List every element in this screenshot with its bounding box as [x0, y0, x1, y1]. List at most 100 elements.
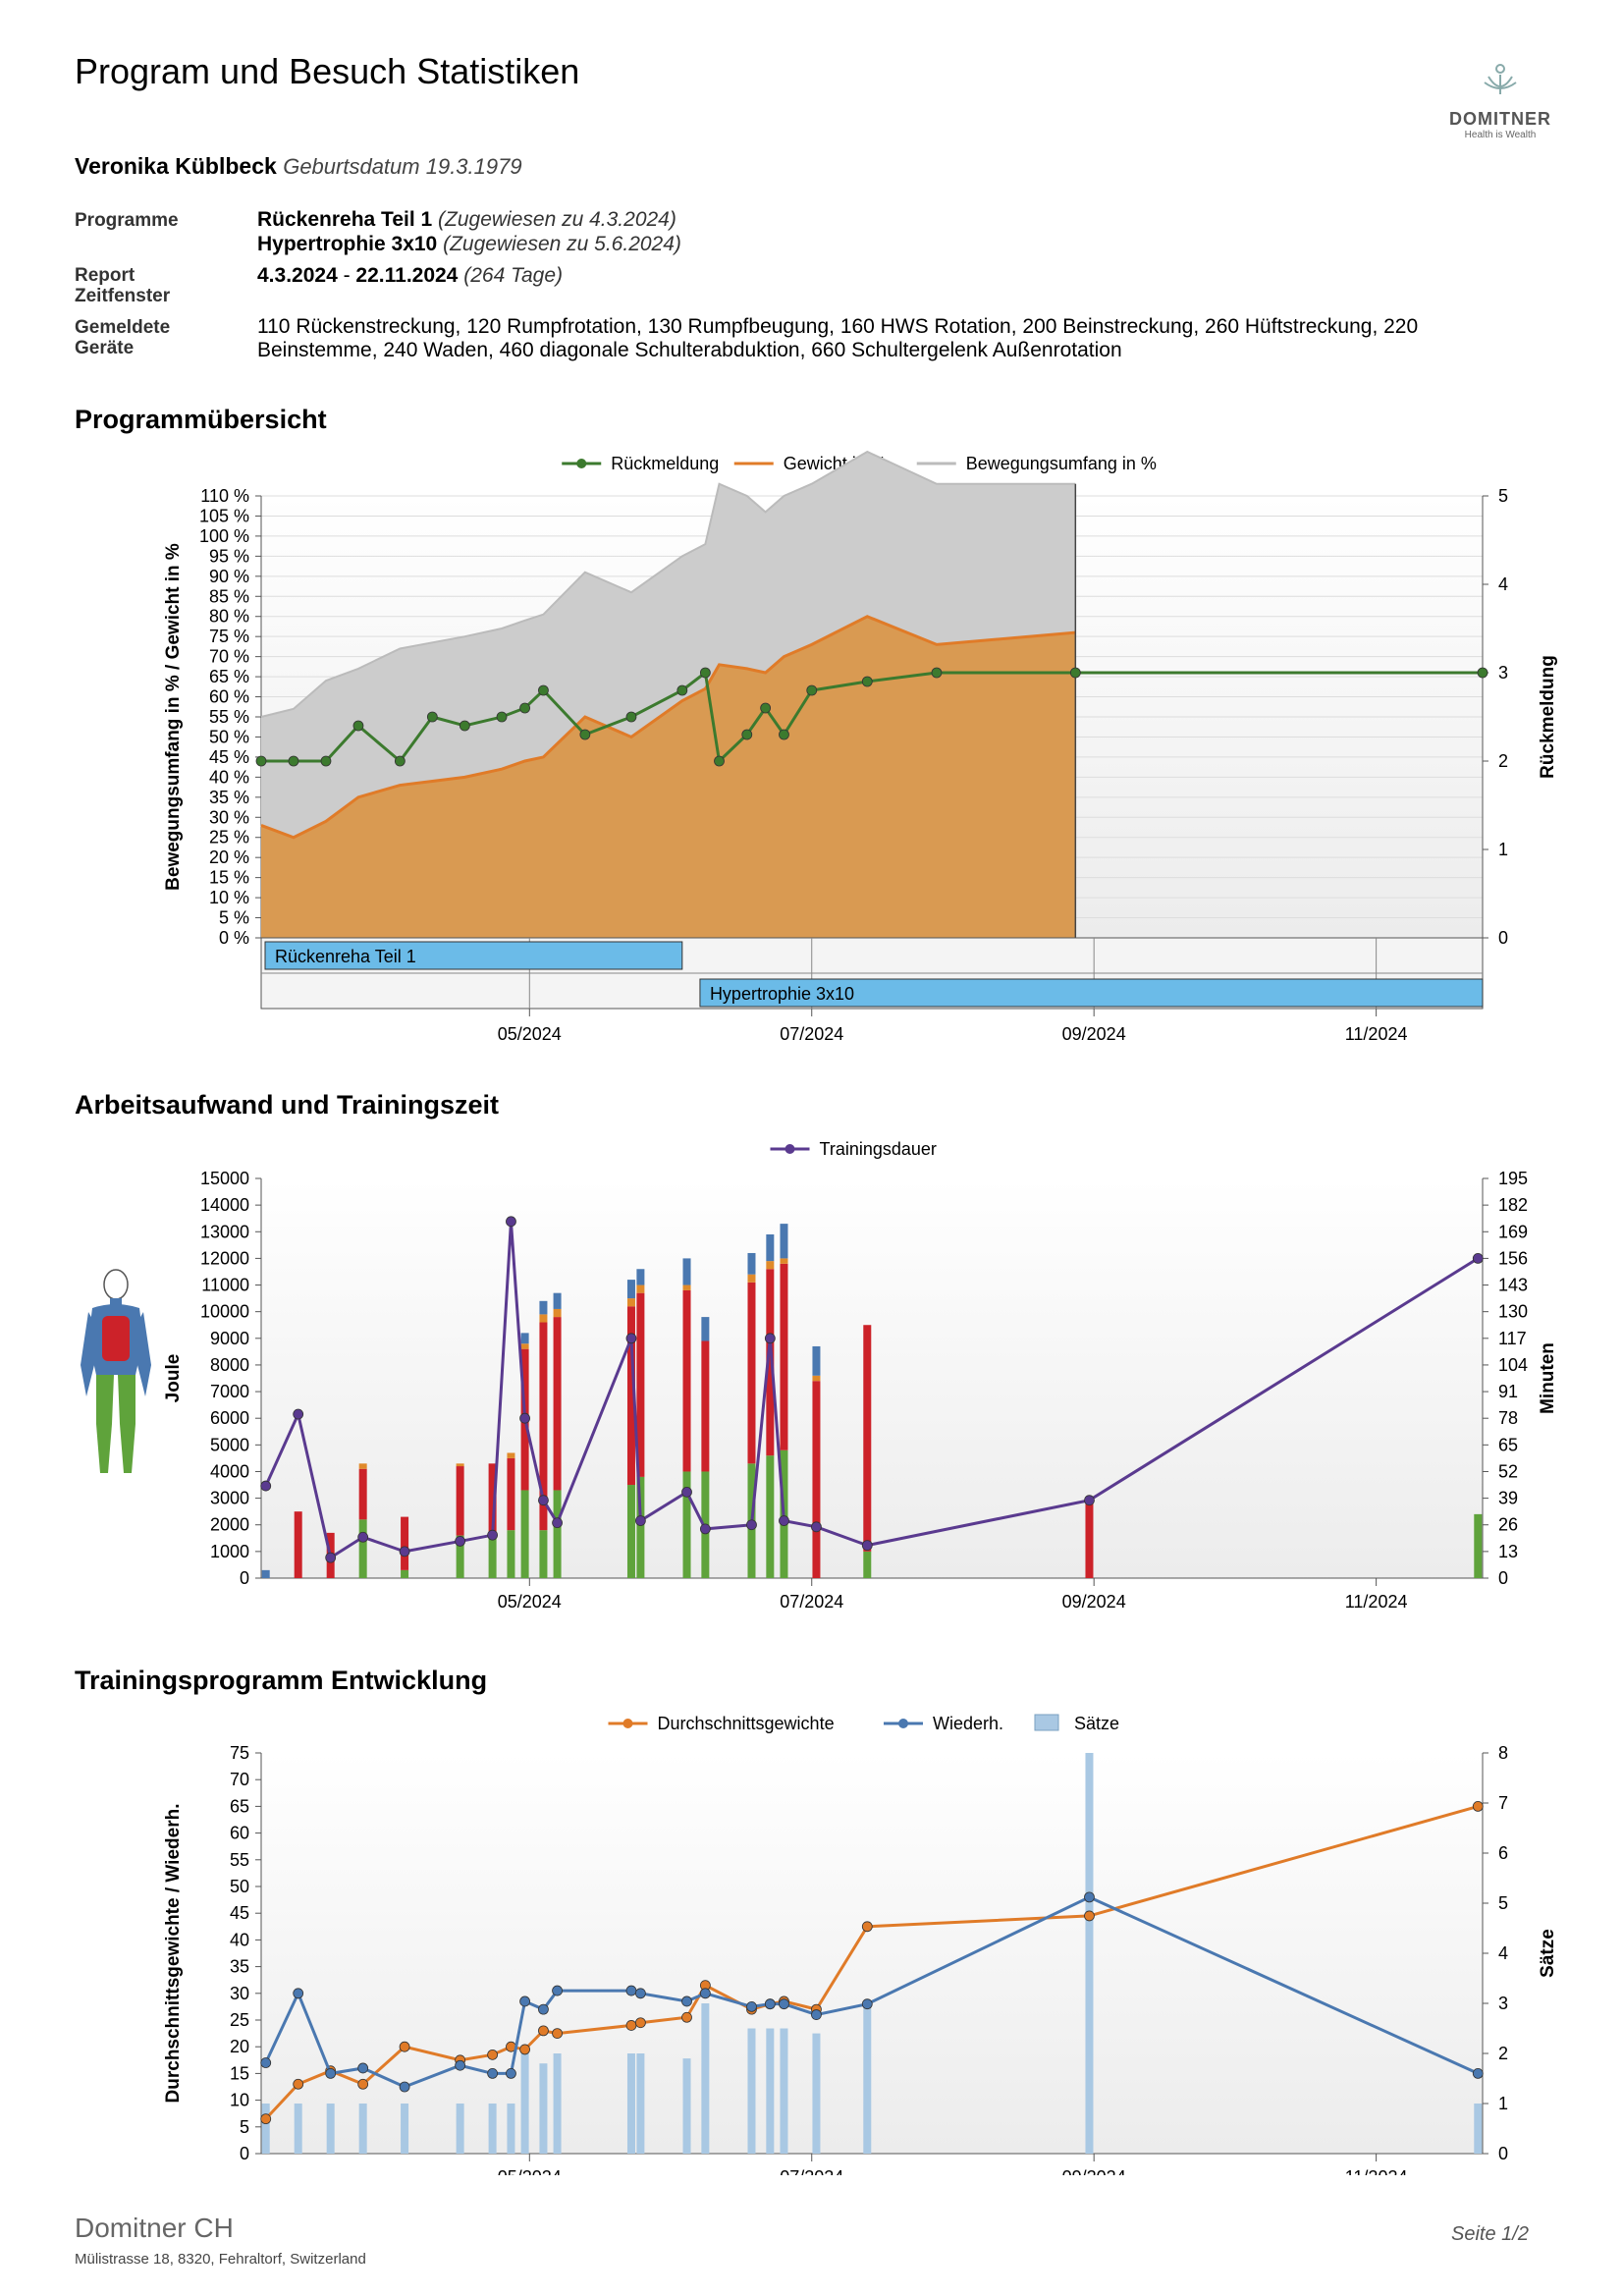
duration-point [455, 1536, 466, 1547]
avg-weight-point [519, 2044, 530, 2055]
y-tick-label: 25 [230, 2010, 249, 2030]
y2-tick-label: 1 [1498, 840, 1508, 859]
duration-point [764, 1333, 776, 1344]
reps-point [1472, 2067, 1484, 2079]
program-bar-label: Rückenreha Teil 1 [275, 947, 416, 966]
y-tick-label: 5 % [219, 908, 249, 928]
workload-chart: 0 1000 2000 3000 4000 5000 6000 7000 8000 9000 100… [163, 1139, 1558, 1612]
joule-bar-orange [539, 1314, 548, 1323]
patient-birthdate: Geburtsdatum 19.3.1979 [283, 154, 522, 179]
joule-bar-orange [553, 1308, 562, 1318]
joule-bar-green [682, 1471, 691, 1578]
joule-bar-orange [456, 1463, 464, 1467]
feedback-point [931, 667, 943, 679]
joule-bar-orange [812, 1375, 821, 1382]
feedback-point [806, 684, 818, 696]
x-tick-label: 11/2024 [1345, 1024, 1408, 1044]
reps-point [506, 2067, 516, 2079]
joule-bar-green [1474, 1513, 1483, 1578]
joule-bar-orange [358, 1463, 367, 1469]
sets-bar [539, 2063, 548, 2154]
program2-name: Hypertrophie 3x10 [257, 233, 438, 255]
company-logo: DOMITNER Health is Wealth [1441, 61, 1559, 140]
devices-line2: Beinstemme, 240 Waden, 460 diagonale Sch… [257, 339, 1122, 361]
feedback-point [699, 667, 711, 679]
y2-tick-label: 39 [1498, 1489, 1518, 1508]
duration-point [1084, 1495, 1095, 1506]
duration-point [811, 1521, 822, 1533]
joule-bar-green [636, 1476, 645, 1578]
y-tick-label: 20 [230, 2037, 249, 2056]
y-tick-label: 5 [240, 2117, 249, 2137]
y-tick-label: 30 [230, 1984, 249, 2003]
y2-tick-label: 6 [1498, 1843, 1508, 1863]
joule-bar-red [553, 1317, 562, 1491]
joule-bar-red [780, 1263, 788, 1450]
duration-point [538, 1495, 549, 1506]
y2-tick-label: 0 [1498, 1568, 1508, 1588]
sets-bar [261, 2104, 270, 2154]
duration-point [625, 1333, 637, 1344]
y2-tick-label: 195 [1498, 1169, 1528, 1188]
legend-marker [898, 1719, 908, 1728]
y-tick-label: 1000 [210, 1542, 249, 1561]
joule-bar-orange [766, 1261, 775, 1270]
legend-label: Wiederh. [933, 1714, 1003, 1733]
avg-weight-point [399, 2041, 410, 2052]
program-overview-chart: 0 %5 %10 %15 %20 %25 %30 %35 %40 %45 %50… [163, 450, 1558, 1044]
y-tick-label: 60 % [209, 687, 249, 707]
report-start: 4.3.2024 [257, 264, 338, 287]
avg-weight-point [487, 2049, 499, 2060]
y-tick-label: 45 % [209, 747, 249, 767]
y-tick-label: 85 % [209, 586, 249, 606]
y2-tick-label: 26 [1498, 1515, 1518, 1535]
y2-tick-label: 3 [1498, 663, 1508, 683]
sets-bar [456, 2104, 464, 2154]
x-tick-label: 05/2024 [498, 1592, 562, 1612]
y-tick-label: 9000 [210, 1329, 249, 1348]
x-tick-label: 09/2024 [1062, 1024, 1126, 1044]
joule-bar-red [1085, 1501, 1094, 1578]
y-tick-label: 75 [230, 1743, 249, 1763]
joule-bar-blue [766, 1233, 775, 1262]
avg-weight-point [260, 2113, 272, 2125]
footer-company: Domitner CH [75, 2213, 234, 2243]
reps-point [399, 2081, 410, 2093]
x-tick-label: 09/2024 [1062, 2167, 1126, 2175]
duration-point [519, 1412, 530, 1424]
duration-point [357, 1531, 369, 1543]
avg-weight-point [552, 2028, 563, 2040]
y-tick-label: 95 % [209, 546, 249, 566]
feedback-point [779, 729, 789, 740]
devices-label: Gemeldete Geräte [75, 317, 170, 358]
y-tick-label: 35 [230, 1957, 249, 1977]
y2-tick-label: 130 [1498, 1302, 1528, 1322]
sets-bar [553, 2053, 562, 2154]
joule-bar-green [863, 1551, 872, 1578]
y2-axis-title: Rückmeldung [1538, 655, 1558, 779]
y-tick-label: 5000 [210, 1435, 249, 1454]
report-separator: - [337, 264, 356, 287]
avg-weight-point [625, 2020, 637, 2031]
avg-weight-point [538, 2025, 549, 2037]
joule-bar-green [507, 1530, 515, 1578]
legend-label: Rückmeldung [611, 454, 719, 473]
y-tick-label: 15 [230, 2063, 249, 2083]
x-tick-label: 05/2024 [498, 2167, 562, 2175]
sets-bar [520, 2053, 529, 2154]
joule-bar-red [863, 1325, 872, 1552]
y-axis-title: Bewegungsumfang in % / Gewicht in % [163, 543, 184, 891]
report-label-line2: Zeitfenster [75, 286, 171, 306]
sets-bar [358, 2104, 367, 2154]
y2-tick-label: 78 [1498, 1408, 1518, 1428]
y-tick-label: 20 % [209, 847, 249, 867]
feedback-point [714, 755, 725, 767]
logo-tagline: Health is Wealth [1464, 130, 1537, 140]
feedback-point [579, 729, 591, 740]
y2-tick-label: 143 [1498, 1276, 1528, 1295]
legend-marker [784, 1144, 795, 1154]
y-tick-label: 6000 [210, 1408, 249, 1428]
y-tick-label: 110 % [200, 486, 249, 506]
avg-weight-point [1084, 1910, 1095, 1922]
joule-bar-red [747, 1282, 756, 1464]
